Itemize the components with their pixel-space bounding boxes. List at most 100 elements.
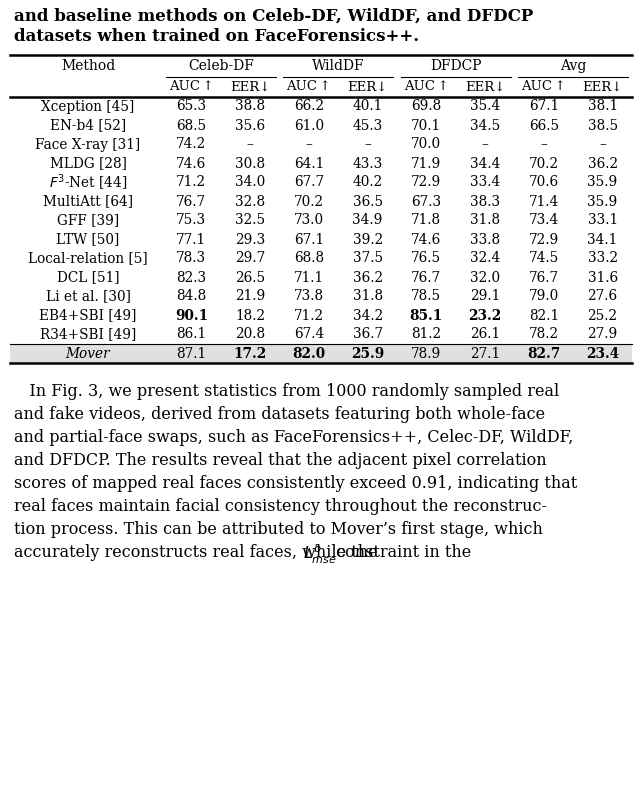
Text: 33.2: 33.2 (588, 252, 618, 265)
Text: 67.1: 67.1 (529, 99, 559, 113)
Text: datasets when trained on FaceForensics++.: datasets when trained on FaceForensics++… (14, 28, 419, 45)
Text: 82.7: 82.7 (527, 346, 561, 360)
Text: 72.9: 72.9 (412, 176, 442, 190)
Text: real faces maintain facial consistency throughout the reconstruc-: real faces maintain facial consistency t… (14, 498, 547, 515)
Text: 40.1: 40.1 (353, 99, 383, 113)
Text: 34.2: 34.2 (353, 309, 383, 323)
Text: –: – (599, 138, 606, 152)
Text: AUC ↑: AUC ↑ (169, 80, 214, 94)
Text: 85.1: 85.1 (410, 309, 443, 323)
Text: 36.2: 36.2 (588, 157, 618, 171)
Text: LTW [50]: LTW [50] (56, 232, 120, 246)
Bar (10, 344, 632, 363)
Text: 82.3: 82.3 (176, 271, 207, 284)
Text: and fake videos, derived from datasets featuring both whole-face: and fake videos, derived from datasets f… (14, 406, 545, 423)
Text: 61.0: 61.0 (294, 119, 324, 132)
Text: 79.0: 79.0 (529, 290, 559, 304)
Text: 76.7: 76.7 (529, 271, 559, 284)
Text: tion process. This can be attributed to Mover’s first stage, which: tion process. This can be attributed to … (14, 521, 543, 538)
Text: scores of mapped real faces consistently exceed 0.91, indicating that: scores of mapped real faces consistently… (14, 475, 577, 492)
Text: 77.1: 77.1 (176, 232, 207, 246)
Text: 73.4: 73.4 (529, 213, 559, 227)
Text: 31.8: 31.8 (353, 290, 383, 304)
Text: 27.6: 27.6 (588, 290, 618, 304)
Text: 25.2: 25.2 (588, 309, 618, 323)
Text: 26.1: 26.1 (470, 327, 500, 342)
Text: 76.7: 76.7 (176, 194, 207, 209)
Text: –: – (540, 138, 547, 152)
Text: 75.3: 75.3 (176, 213, 207, 227)
Text: 87.1: 87.1 (176, 346, 207, 360)
Text: Face X-ray [31]: Face X-ray [31] (35, 138, 141, 152)
Text: 36.2: 36.2 (353, 271, 383, 284)
Text: 69.8: 69.8 (412, 99, 442, 113)
Text: WildDF: WildDF (312, 59, 365, 73)
Text: –: – (246, 138, 253, 152)
Text: Li et al. [30]: Li et al. [30] (45, 290, 131, 304)
Text: MLDG [28]: MLDG [28] (49, 157, 127, 171)
Text: 73.8: 73.8 (294, 290, 324, 304)
Text: 31.8: 31.8 (470, 213, 500, 227)
Text: 68.5: 68.5 (176, 119, 207, 132)
Text: 32.0: 32.0 (470, 271, 500, 284)
Text: 34.0: 34.0 (235, 176, 265, 190)
Text: –: – (482, 138, 488, 152)
Text: 70.2: 70.2 (294, 194, 324, 209)
Text: 39.2: 39.2 (353, 232, 383, 246)
Text: –: – (364, 138, 371, 152)
Text: EER↓: EER↓ (348, 80, 388, 94)
Text: 25.9: 25.9 (351, 346, 384, 360)
Text: $L^b_{mse}$: $L^b_{mse}$ (303, 543, 337, 566)
Text: 35.4: 35.4 (470, 99, 500, 113)
Text: 65.3: 65.3 (176, 99, 207, 113)
Text: 35.9: 35.9 (588, 176, 618, 190)
Text: 74.6: 74.6 (412, 232, 442, 246)
Text: 76.7: 76.7 (412, 271, 442, 284)
Text: 70.0: 70.0 (412, 138, 442, 152)
Text: AUC ↑: AUC ↑ (404, 80, 449, 94)
Text: 71.2: 71.2 (176, 176, 207, 190)
Text: 35.9: 35.9 (588, 194, 618, 209)
Text: 33.1: 33.1 (588, 213, 618, 227)
Text: 38.8: 38.8 (235, 99, 265, 113)
Text: 76.5: 76.5 (412, 252, 442, 265)
Text: 68.8: 68.8 (294, 252, 324, 265)
Text: 23.2: 23.2 (468, 309, 502, 323)
Text: 66.2: 66.2 (294, 99, 324, 113)
Text: GFF [39]: GFF [39] (57, 213, 119, 227)
Text: 71.1: 71.1 (294, 271, 324, 284)
Text: 67.4: 67.4 (294, 327, 324, 342)
Text: 26.5: 26.5 (235, 271, 265, 284)
Text: 32.8: 32.8 (235, 194, 265, 209)
Text: 66.5: 66.5 (529, 119, 559, 132)
Text: $F^3$-Net [44]: $F^3$-Net [44] (49, 172, 127, 193)
Text: 35.6: 35.6 (235, 119, 265, 132)
Text: EER↓: EER↓ (465, 80, 506, 94)
Text: and baseline methods on Celeb-DF, WildDF, and DFDCP: and baseline methods on Celeb-DF, WildDF… (14, 8, 533, 25)
Text: 84.8: 84.8 (176, 290, 207, 304)
Text: 82.1: 82.1 (529, 309, 559, 323)
Text: 67.3: 67.3 (412, 194, 442, 209)
Text: constraint in the: constraint in the (331, 544, 471, 561)
Text: Mover: Mover (66, 346, 110, 360)
Text: 38.5: 38.5 (588, 119, 618, 132)
Text: 72.9: 72.9 (529, 232, 559, 246)
Text: 70.1: 70.1 (412, 119, 442, 132)
Text: Method: Method (61, 59, 115, 73)
Text: 70.2: 70.2 (529, 157, 559, 171)
Text: 74.2: 74.2 (176, 138, 207, 152)
Text: EB4+SBI [49]: EB4+SBI [49] (39, 309, 137, 323)
Text: 67.1: 67.1 (294, 232, 324, 246)
Text: 21.9: 21.9 (235, 290, 265, 304)
Text: EN-b4 [52]: EN-b4 [52] (50, 119, 126, 132)
Text: 78.2: 78.2 (529, 327, 559, 342)
Text: 30.8: 30.8 (235, 157, 265, 171)
Text: 67.7: 67.7 (294, 176, 324, 190)
Text: 78.9: 78.9 (412, 346, 442, 360)
Text: R34+SBI [49]: R34+SBI [49] (40, 327, 136, 342)
Text: 71.9: 71.9 (412, 157, 442, 171)
Text: 40.2: 40.2 (353, 176, 383, 190)
Text: 34.1: 34.1 (588, 232, 618, 246)
Text: 71.8: 71.8 (412, 213, 442, 227)
Text: 17.2: 17.2 (234, 346, 267, 360)
